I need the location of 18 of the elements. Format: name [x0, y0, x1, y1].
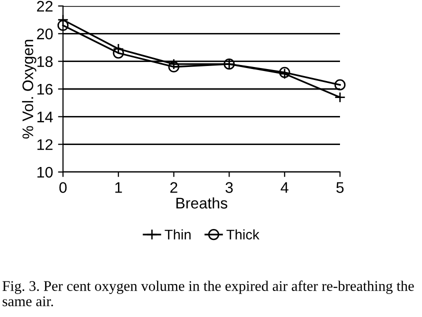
x-tick-label: 3: [226, 182, 233, 193]
y-tick-label: 10: [37, 166, 53, 178]
legend-label: Thick: [226, 229, 260, 240]
y-tick-label: 22: [37, 0, 53, 12]
legend-label: Thin: [164, 229, 191, 240]
x-tick-label: 0: [59, 182, 67, 193]
y-tick-label: 20: [37, 28, 53, 40]
x-tick-label: 2: [170, 182, 178, 193]
x-axis-title: Breaths: [176, 197, 228, 209]
y-tick-label: 18: [37, 56, 53, 68]
caption: Fig. 3. Per cent oxygen volume in the expired air after re-breathing the same air.: [2, 280, 414, 306]
x-tick-label: 5: [336, 182, 344, 193]
y-tick-label: 12: [37, 139, 53, 150]
y-axis-title: % Vol. Oxygen: [22, 40, 36, 139]
x-tick-label: 4: [280, 182, 288, 193]
y-tick-label: 14: [37, 112, 53, 122]
x-tick-label: 1: [115, 182, 122, 193]
y-tick-label: 16: [37, 84, 53, 95]
